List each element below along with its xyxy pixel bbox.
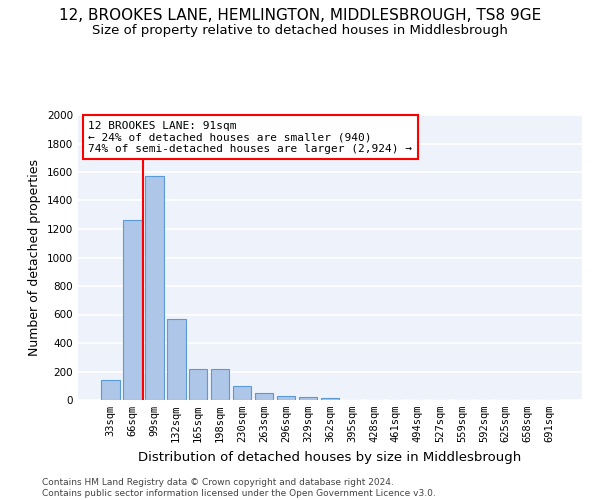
Bar (123, 220, 142, 400)
Bar (233, 386, 251, 400)
Bar (145, 176, 164, 400)
Text: 12, BROOKES LANE, HEMLINGTON, MIDDLESBROUGH, TS8 9GE: 12, BROOKES LANE, HEMLINGTON, MIDDLESBRO… (59, 8, 541, 22)
Text: Size of property relative to detached houses in Middlesbrough: Size of property relative to detached ho… (92, 24, 508, 37)
Text: 12 BROOKES LANE: 91sqm
← 24% of detached houses are smaller (940)
74% of semi-de: 12 BROOKES LANE: 91sqm ← 24% of detached… (88, 120, 412, 154)
Bar (167, 320, 185, 400)
Bar (211, 368, 229, 400)
Bar (320, 398, 340, 400)
Bar (299, 397, 317, 400)
Bar (277, 396, 295, 400)
Bar (255, 393, 274, 400)
Y-axis label: Number of detached properties: Number of detached properties (28, 159, 41, 356)
Bar (189, 368, 208, 400)
X-axis label: Distribution of detached houses by size in Middlesbrough: Distribution of detached houses by size … (139, 450, 521, 464)
Text: Contains HM Land Registry data © Crown copyright and database right 2024.
Contai: Contains HM Land Registry data © Crown c… (42, 478, 436, 498)
Bar (101, 380, 119, 400)
